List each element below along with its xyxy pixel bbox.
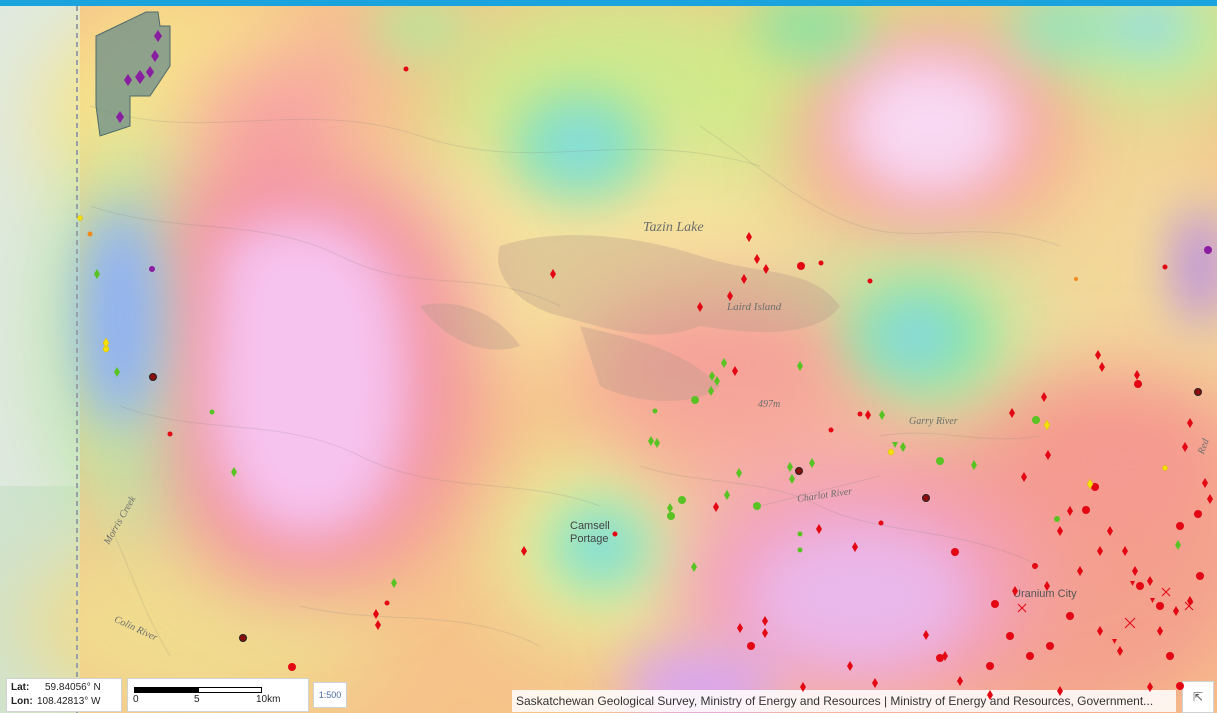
magnetic-anomaly-overlay: [0, 6, 1217, 713]
lat-value: 59.84056° N: [45, 682, 101, 693]
scale-bar-segment-2: [198, 687, 262, 693]
coordinate-readout: Lat: 59.84056° N Lon: 108.42813° W: [6, 678, 122, 712]
tazin-lake-label: Tazin Lake: [643, 220, 704, 235]
laird-island-label: Laird Island: [727, 301, 782, 313]
garry-river-label: Garry River: [909, 416, 958, 427]
scale-toggle-button[interactable]: 1:500: [313, 682, 347, 708]
camsell-portage-label-line2: Portage: [570, 533, 609, 545]
mineral-occurrence-markers[interactable]: [0, 6, 1217, 713]
map-attribution: Saskatchewan Geological Survey, Ministry…: [512, 690, 1176, 712]
lon-value: 108.42813° W: [37, 696, 101, 707]
map-canvas[interactable]: Tazin Lake Laird Island Garry River Char…: [0, 6, 1217, 713]
top-accent-bar: [0, 0, 1217, 6]
lat-label: Lat:: [11, 682, 30, 693]
elevation-label: 497m: [758, 399, 781, 410]
scale-tick-0: 0: [133, 694, 139, 705]
camsell-portage-label-line1: Camsell: [570, 520, 610, 532]
scale-ratio-icon: 1:500: [318, 690, 342, 700]
scale-tick-10: 10km: [256, 694, 281, 705]
uranium-city-label: Uranium City: [1013, 588, 1077, 600]
scale-bar: 0 5 10km: [127, 678, 309, 712]
lon-label: Lon:: [11, 696, 33, 707]
scale-bar-segment-1: [134, 687, 198, 693]
scale-tick-5: 5: [194, 694, 200, 705]
